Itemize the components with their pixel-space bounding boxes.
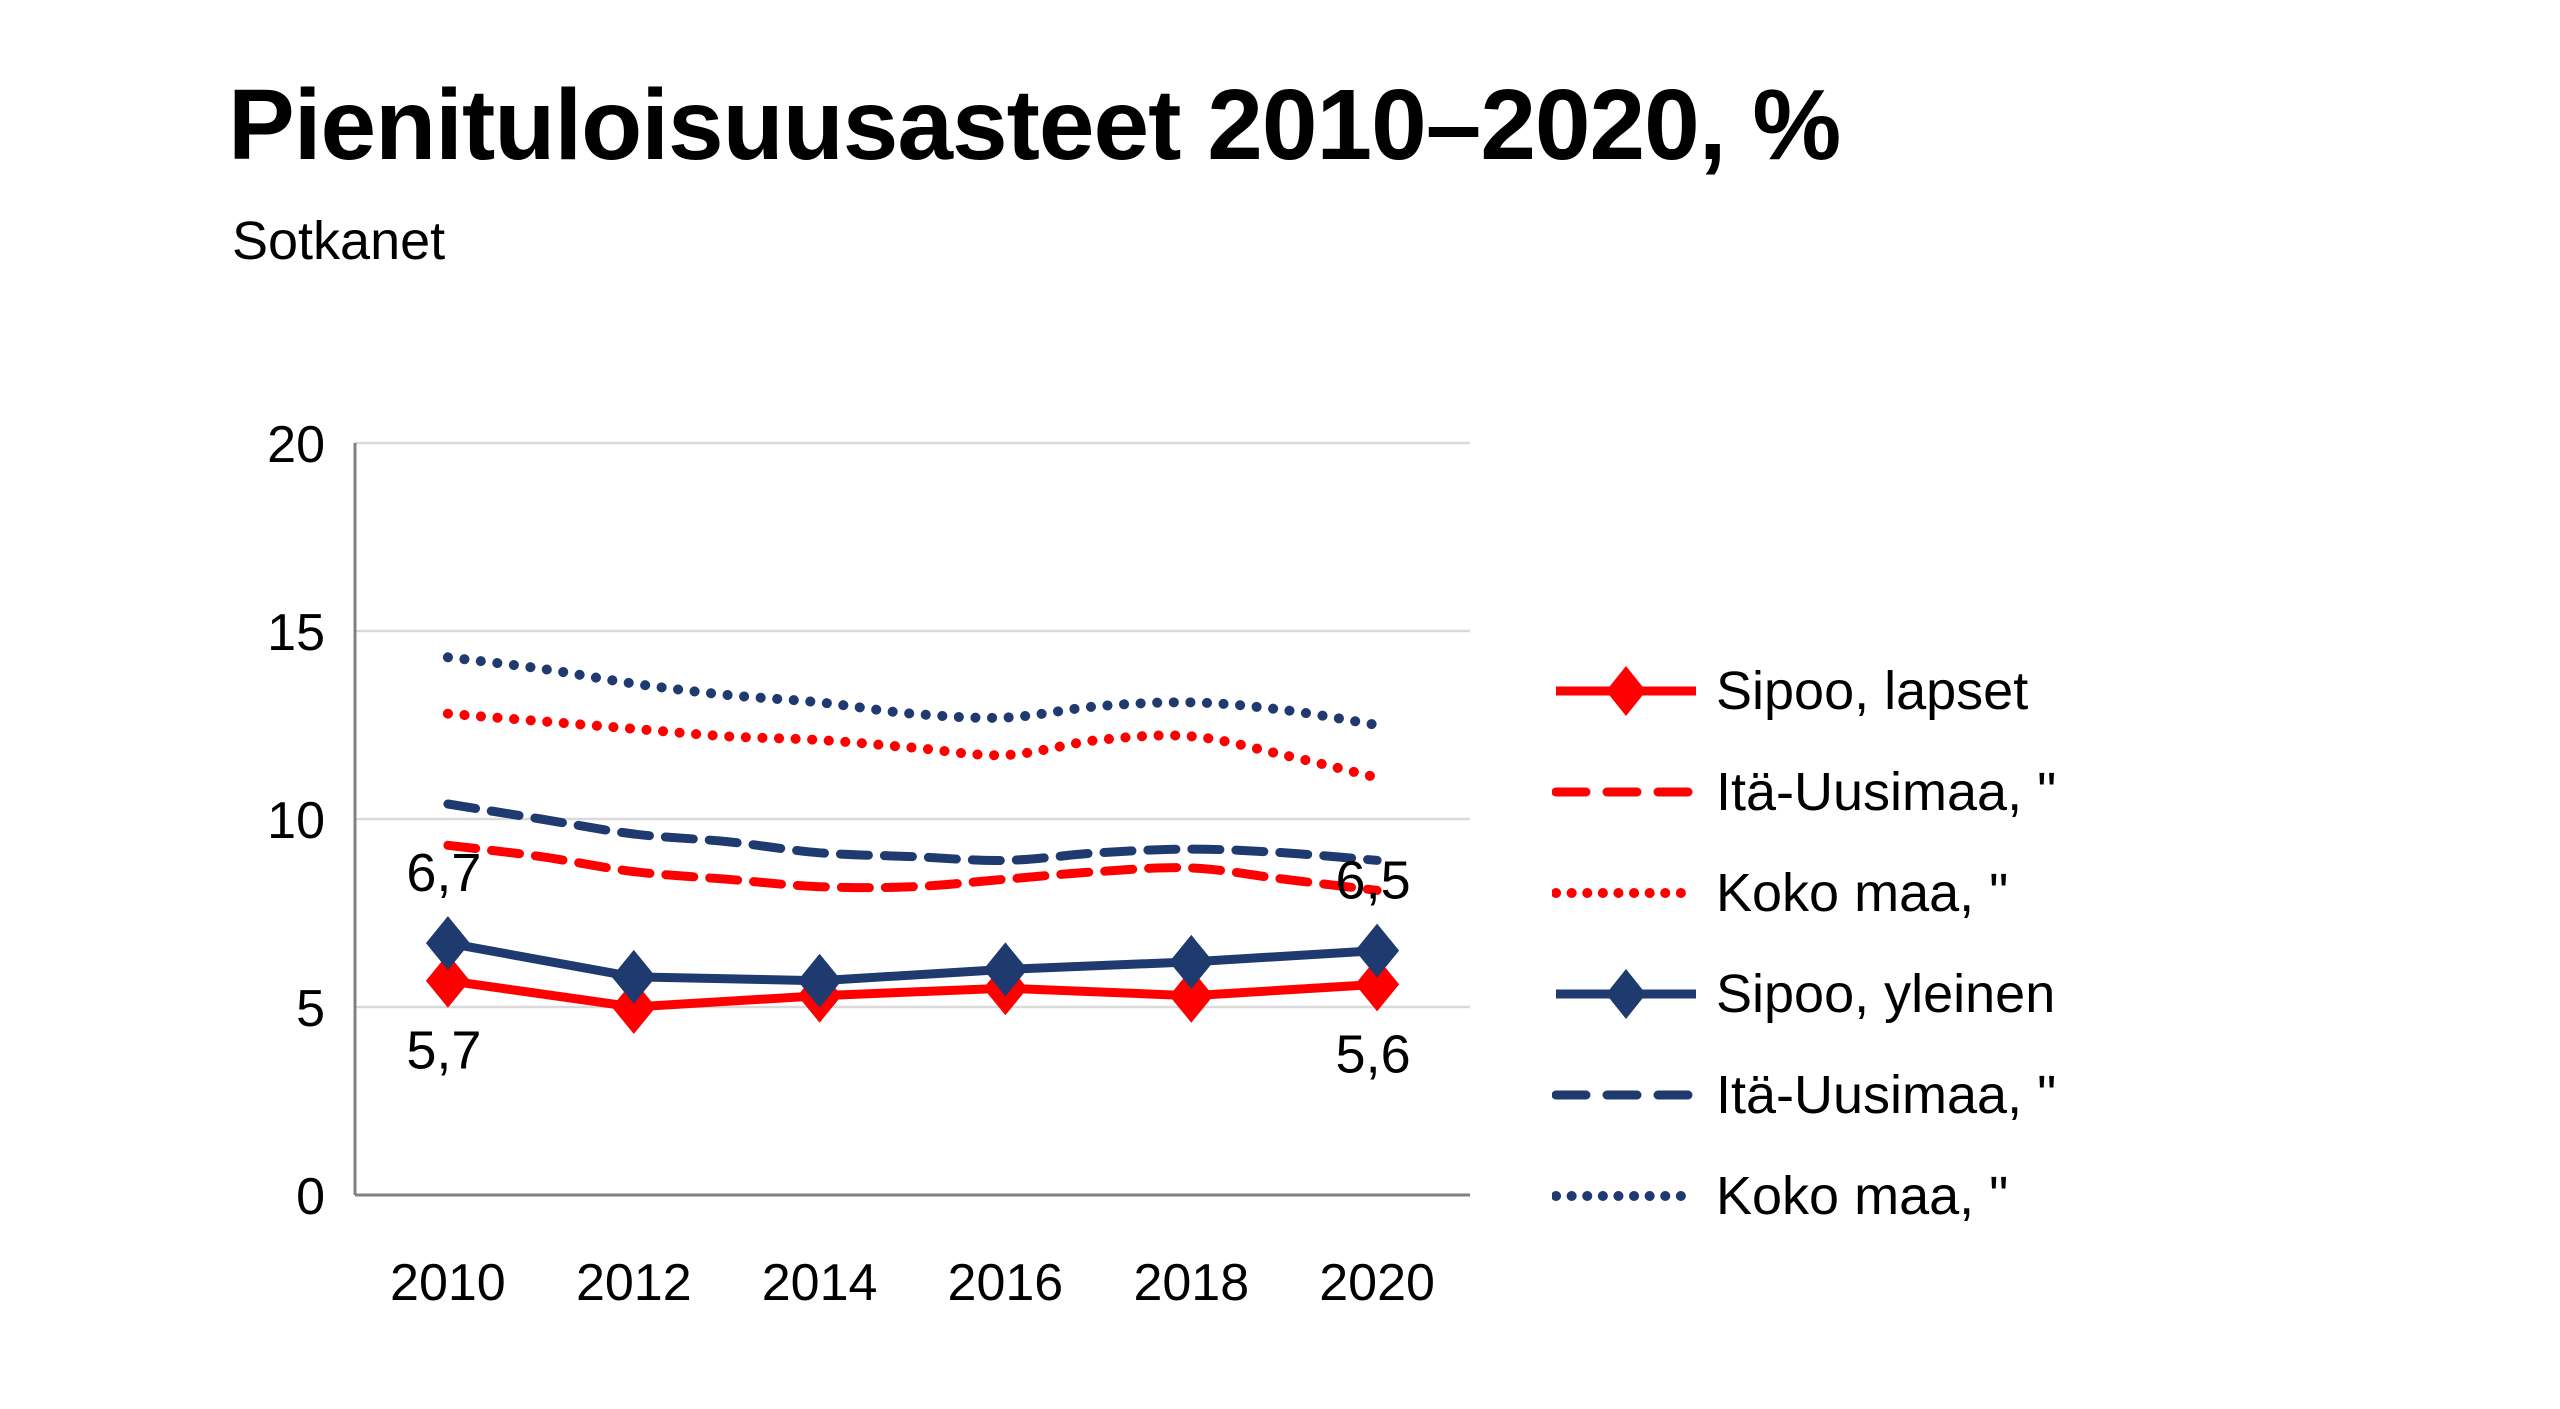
series-line — [447, 976, 1378, 1012]
legend-swatch-dotted — [1552, 1190, 1700, 1201]
x-tick-label: 2012 — [576, 1254, 692, 1312]
diamond-marker — [983, 942, 1028, 997]
data-label: 5,7 — [406, 1021, 481, 1081]
legend-item: Koko maa, " — [1552, 842, 2056, 943]
diamond-marker — [1169, 968, 1214, 1023]
legend-label: Koko maa, " — [1716, 862, 2009, 923]
legend-item: Sipoo, lapset — [1552, 640, 2056, 741]
diamond-marker — [797, 953, 842, 1008]
legend-item: Itä-Uusimaa, " — [1552, 741, 2056, 842]
series-line — [442, 652, 1383, 730]
series-red-dashed — [443, 840, 1382, 895]
legend-swatch-solid — [1556, 968, 1696, 1019]
series-line — [447, 938, 1378, 986]
diamond-marker — [1169, 934, 1214, 989]
x-axis-tick-labels: 2010 2012 2014 2016 2018 2020 — [390, 1254, 1435, 1312]
series-navy-solid — [425, 916, 1400, 1008]
legend-label: Itä-Uusimaa, " — [1716, 1064, 2057, 1125]
x-tick-label: 2016 — [948, 1254, 1064, 1312]
chart-title: Pienituloisuusasteet 2010–2020, % — [228, 69, 1841, 181]
diamond-marker — [425, 916, 470, 971]
series-navy-dashed — [443, 799, 1382, 865]
diamond-marker — [611, 980, 656, 1034]
diamond-marker — [425, 953, 470, 1008]
legend-label: Sipoo, lapset — [1716, 660, 2029, 721]
chart-legend: Sipoo, lapset Itä-Uusimaa, " Koko maa, " Si… — [1552, 640, 2056, 1246]
chart-subtitle: Sotkanet — [232, 211, 446, 271]
y-tick-label: 0 — [296, 1168, 325, 1226]
legend-swatch-dashed — [1552, 1090, 1700, 1099]
x-tick-label: 2010 — [390, 1254, 506, 1312]
legend-label: Sipoo, yleinen — [1716, 963, 2056, 1024]
data-label: 5,6 — [1336, 1024, 1411, 1084]
legend-swatch-dotted — [1552, 887, 1700, 898]
diamond-marker — [611, 949, 656, 1004]
series-line — [442, 708, 1383, 783]
y-axis-tick-labels: 0 5 10 15 20 — [267, 416, 325, 1226]
x-tick-label: 2014 — [762, 1254, 878, 1312]
diamond-marker — [1355, 957, 1400, 1012]
x-tick-label: 2018 — [1133, 1254, 1249, 1312]
series-line — [443, 799, 1382, 865]
diamond-marker — [1606, 665, 1646, 716]
diamond-marker — [1355, 923, 1400, 978]
legend-swatch-solid — [1556, 665, 1696, 716]
y-tick-label: 15 — [267, 604, 325, 662]
data-label: 6,5 — [1336, 851, 1411, 911]
legend-label: Itä-Uusimaa, " — [1716, 761, 2057, 822]
y-tick-label: 10 — [267, 792, 325, 850]
data-label: 6,7 — [406, 843, 481, 903]
series-line — [443, 840, 1382, 895]
legend-swatch-dashed — [1552, 787, 1700, 796]
series-red-dotted — [442, 708, 1383, 783]
x-tick-label: 2020 — [1319, 1254, 1435, 1312]
data-labels: 6,7 5,7 6,5 5,6 — [406, 843, 1410, 1084]
y-tick-label: 20 — [267, 416, 325, 474]
legend-label: Koko maa, " — [1716, 1165, 2009, 1226]
legend-item: Sipoo, yleinen — [1552, 943, 2056, 1044]
legend-item: Koko maa, " — [1552, 1145, 2056, 1246]
series-navy-dotted — [442, 652, 1383, 730]
gridlines — [353, 441, 1470, 1197]
diamond-marker — [1606, 968, 1646, 1019]
legend-item: Itä-Uusimaa, " — [1552, 1044, 2056, 1145]
y-tick-label: 5 — [296, 980, 325, 1038]
